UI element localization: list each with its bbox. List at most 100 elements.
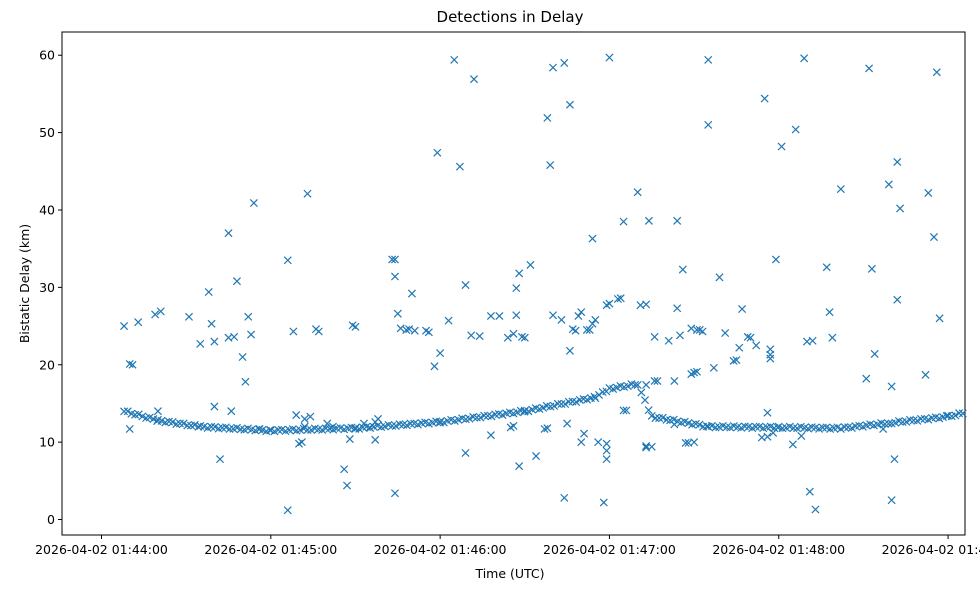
data-point-x-marker — [690, 368, 699, 377]
data-point-x-marker — [476, 413, 485, 422]
data-point-x-marker — [390, 272, 400, 281]
chart-title: Detections in Delay — [437, 8, 584, 26]
data-point-x-marker — [619, 217, 628, 226]
data-point-x-marker — [436, 349, 445, 358]
data-point-x-marker — [588, 319, 597, 328]
data-point-x-marker — [675, 331, 685, 340]
data-point-x-marker — [557, 400, 566, 409]
data-point-x-marker — [752, 341, 761, 350]
data-point-x-marker — [230, 332, 239, 341]
data-point-x-marker — [351, 322, 360, 331]
x-tick-label: 2026-04-02 01:49:00 — [882, 542, 980, 557]
data-point-x-marker — [241, 377, 250, 386]
data-point-x-marker — [884, 419, 893, 428]
x-axis-label: Time (UTC) — [474, 566, 544, 581]
data-point-x-marker — [797, 431, 806, 440]
data-point-x-marker — [207, 422, 216, 431]
data-point-x-marker — [247, 330, 256, 339]
data-point-x-marker — [924, 188, 933, 197]
data-point-x-marker — [715, 273, 724, 282]
data-point-x-marker — [210, 337, 219, 346]
data-point-x-marker — [867, 264, 876, 273]
data-point-x-marker — [560, 493, 569, 502]
data-point-x-marker — [760, 94, 769, 103]
data-point-x-marker — [653, 376, 662, 386]
y-tick-label: 20 — [39, 357, 55, 372]
data-point-x-marker — [548, 63, 558, 72]
data-point-x-marker — [800, 54, 809, 63]
data-point-x-marker — [292, 411, 301, 420]
data-point-x-marker — [602, 455, 611, 464]
data-point-x-marker — [644, 406, 653, 415]
data-point-x-marker — [818, 423, 827, 432]
data-point-x-marker — [232, 277, 241, 286]
data-point-x-marker — [125, 359, 134, 369]
data-point-x-marker — [543, 424, 552, 433]
x-axis: 2026-04-02 01:44:00 2026-04-02 01:45:00 20… — [35, 535, 980, 557]
data-point-x-marker — [893, 295, 902, 304]
data-point-x-marker — [430, 362, 439, 371]
data-point-x-marker — [580, 429, 589, 438]
data-point-x-marker — [450, 55, 459, 64]
data-point-x-marker — [323, 419, 332, 428]
data-point-x-marker — [444, 316, 453, 325]
data-point-x-marker — [306, 412, 315, 421]
data-point-x-marker — [210, 402, 219, 411]
data-point-x-marker — [746, 333, 755, 342]
data-point-x-marker — [183, 421, 192, 430]
data-point-x-marker — [480, 411, 489, 420]
x-tick-label: 2026-04-02 01:47:00 — [543, 542, 676, 557]
data-point-x-marker — [204, 287, 213, 297]
y-axis-label: Bistatic Delay (km) — [17, 224, 32, 343]
data-point-x-marker — [388, 255, 397, 264]
data-point-x-marker — [664, 336, 673, 345]
data-point-x-marker — [424, 328, 433, 337]
data-point-x-marker — [577, 308, 586, 317]
data-point-x-marker — [704, 120, 713, 129]
data-point-x-marker — [283, 506, 292, 515]
data-point-x-marker — [722, 423, 731, 432]
data-point-x-marker — [561, 400, 570, 409]
y-tick-label: 50 — [39, 125, 55, 140]
data-point-x-marker — [216, 455, 225, 464]
data-point-x-marker — [390, 255, 400, 264]
data-point-x-marker — [225, 424, 234, 434]
data-point-x-marker — [574, 311, 583, 321]
data-point-x-marker — [550, 401, 559, 411]
x-tick-label: 2026-04-02 01:44:00 — [35, 542, 168, 557]
data-point-x-marker — [469, 75, 479, 84]
data-point-x-marker — [486, 311, 495, 321]
data-point-x-marker — [650, 332, 659, 341]
data-point-x-marker — [951, 411, 960, 420]
data-point-x-marker — [410, 326, 419, 335]
data-point-x-marker — [642, 300, 651, 309]
data-point-x-marker — [467, 331, 476, 340]
data-point-x-marker — [297, 438, 306, 447]
data-point-x-marker — [374, 414, 383, 423]
data-point-x-marker — [763, 432, 772, 441]
data-point-x-marker — [692, 367, 701, 376]
data-point-x-marker — [402, 325, 411, 334]
data-point-x-marker — [314, 327, 323, 336]
y-axis: 0 10 20 30 40 50 60 — [39, 48, 62, 527]
data-point-x-marker — [563, 419, 572, 428]
data-point-x-marker — [721, 329, 730, 338]
data-point-x-marker — [637, 388, 646, 397]
data-point-x-marker — [577, 438, 586, 447]
y-tick-label: 30 — [39, 280, 55, 295]
data-point-x-marker — [332, 424, 341, 433]
data-point-x-marker — [388, 421, 397, 430]
data-point-x-marker — [303, 189, 312, 198]
data-point-x-marker — [602, 446, 611, 455]
data-point-x-marker — [156, 307, 165, 316]
data-point-x-marker — [585, 325, 594, 334]
data-point-x-marker — [602, 439, 611, 448]
data-point-x-marker — [887, 496, 896, 505]
y-tick-label: 0 — [47, 512, 55, 527]
data-point-x-marker — [509, 421, 518, 430]
data-point-x-marker — [543, 113, 552, 122]
plot-frame — [61, 31, 966, 536]
data-point-x-marker — [633, 380, 642, 389]
data-point-x-marker — [616, 294, 625, 303]
data-point-x-marker — [647, 442, 656, 451]
